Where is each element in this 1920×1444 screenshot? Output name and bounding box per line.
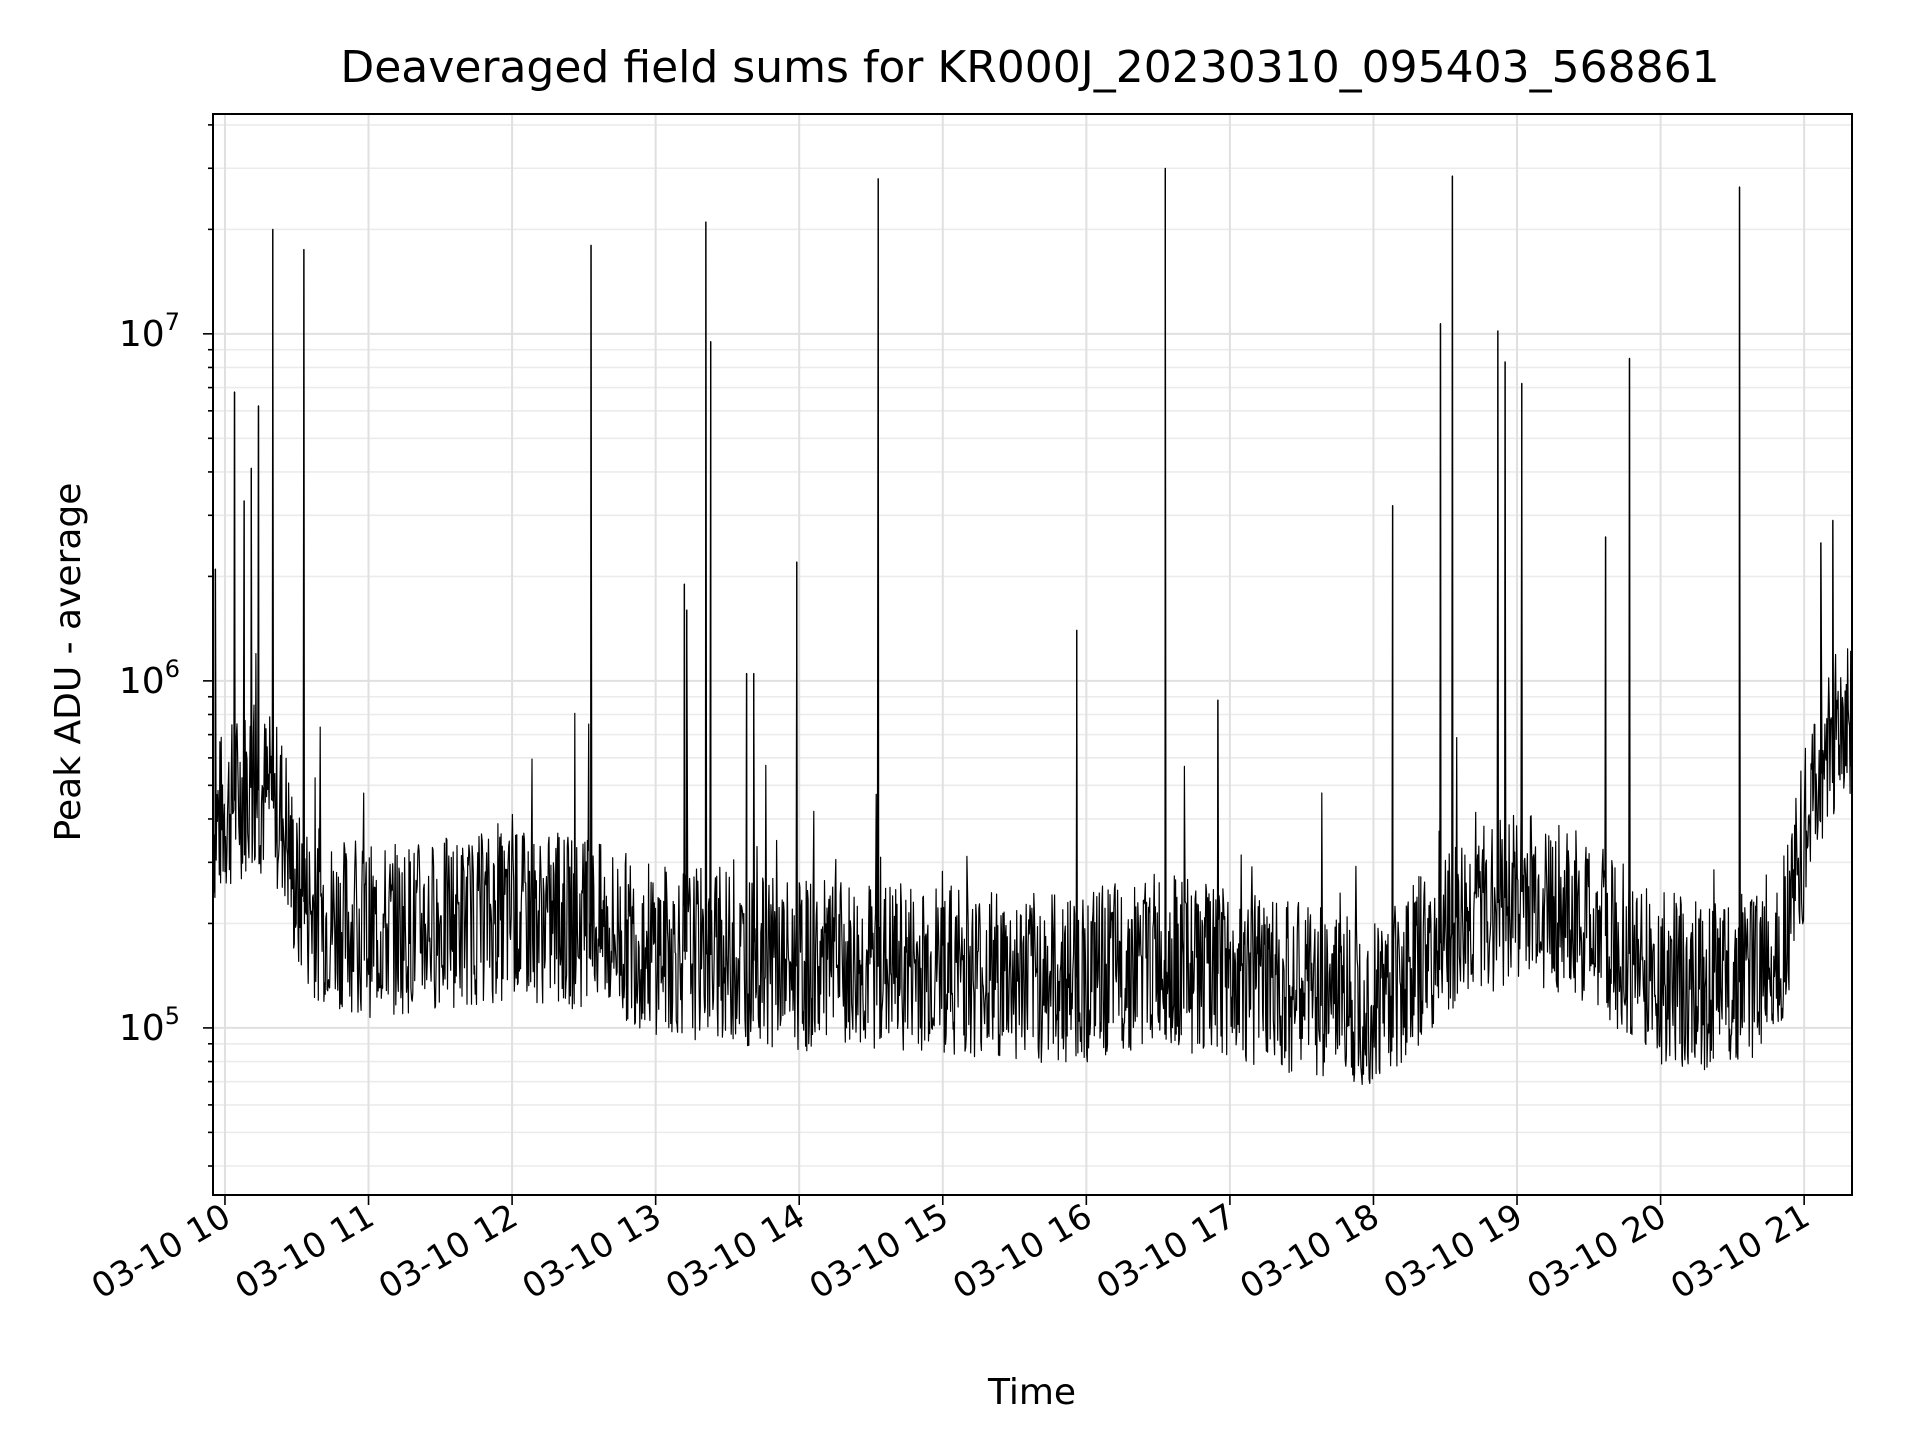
data-layer <box>212 167 1853 1085</box>
y-tick-label: 106 <box>119 655 180 702</box>
y-tick-exponent: 5 <box>165 1002 180 1030</box>
chart-title: Deaveraged field sums for KR000J_2023031… <box>340 42 1719 93</box>
x-axis-label: Time <box>987 1372 1076 1413</box>
y-tick-base: 10 <box>119 1008 165 1049</box>
y-axis-label: Peak ADU - average <box>48 483 89 842</box>
plot-frame <box>212 113 1853 1196</box>
series-line <box>212 167 1853 1085</box>
y-tick-label: 107 <box>119 308 180 355</box>
y-tick-exponent: 7 <box>165 308 180 336</box>
y-tick-label: 105 <box>119 1002 180 1049</box>
tick-marks <box>203 124 1805 1205</box>
y-tick-base: 10 <box>119 314 165 355</box>
y-tick-base: 10 <box>119 661 165 702</box>
y-tick-exponent: 6 <box>165 655 180 683</box>
